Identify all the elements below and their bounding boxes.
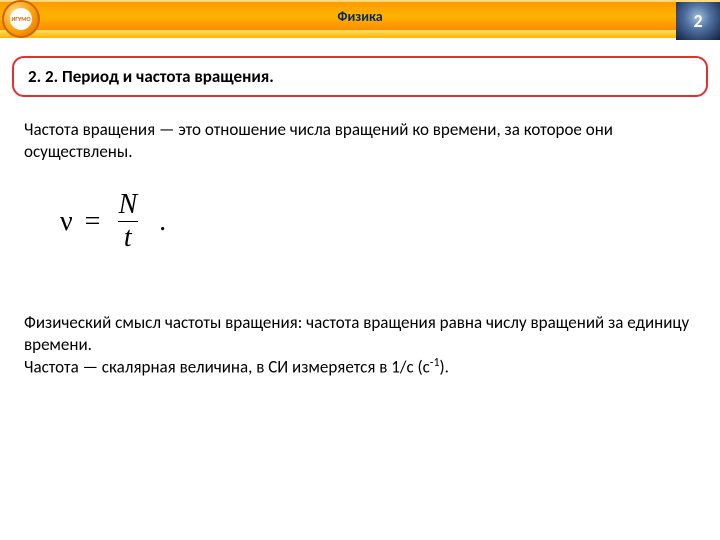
formula-lhs: ν bbox=[60, 206, 73, 238]
meaning-line-2-pre: Частота — скалярная величина, в СИ измер… bbox=[24, 357, 430, 378]
header-bar: ИГУМО Физика 2 bbox=[0, 0, 720, 30]
formula-fraction: N t bbox=[112, 191, 143, 252]
physical-meaning: Физический смысл частоты вращения: часто… bbox=[24, 312, 696, 379]
formula-period: . bbox=[159, 206, 166, 238]
formula-denominator: t bbox=[118, 221, 138, 252]
meaning-line-2-post: ). bbox=[440, 357, 449, 378]
formula-equals: = bbox=[85, 206, 101, 238]
definition-text: Частота вращения — это отношение числа в… bbox=[24, 119, 696, 163]
page-number: 2 bbox=[693, 10, 702, 32]
meaning-line-2-sup: -1 bbox=[430, 356, 440, 370]
formula-numerator: N bbox=[112, 191, 143, 221]
header-accent-strip bbox=[0, 30, 720, 38]
section-title: 2. 2. Период и частота вращения. bbox=[28, 66, 692, 87]
header-subject: Физика bbox=[337, 8, 382, 25]
page-number-box: 2 bbox=[676, 2, 720, 40]
section-title-box: 2. 2. Период и частота вращения. bbox=[12, 56, 708, 97]
meaning-line-1: Физический смысл частоты вращения: часто… bbox=[24, 312, 689, 355]
formula: ν = N t . bbox=[60, 191, 720, 252]
logo-badge: ИГУМО bbox=[2, 0, 40, 38]
logo-text: ИГУМО bbox=[10, 8, 32, 30]
